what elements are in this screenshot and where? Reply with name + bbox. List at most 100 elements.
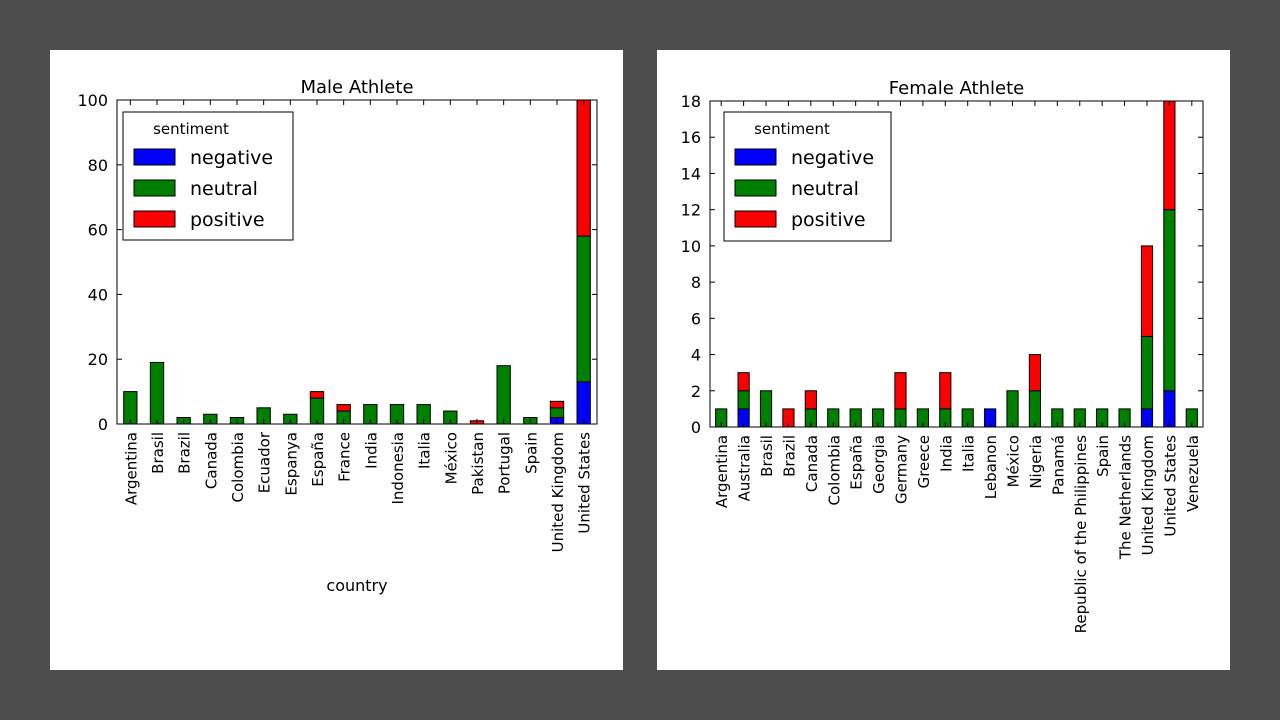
legend-label-negative: negative	[190, 147, 273, 169]
bar-canada-positive	[804, 390, 817, 410]
bar-republic-of-the-philippines-neutral	[1073, 408, 1086, 427]
bar-united-states-negative	[576, 381, 591, 424]
legend-swatch-negative	[133, 148, 176, 166]
bar-united-states-positive	[576, 100, 591, 237]
x-tick-label-mexico: México	[442, 432, 460, 484]
y-tick-label-80: 80	[88, 156, 108, 175]
bar-espana-positive	[309, 391, 325, 399]
bar-united-kingdom-neutral	[549, 407, 565, 419]
x-tick-label-italia: Italia	[960, 435, 978, 472]
y-tick-label-20: 20	[88, 350, 108, 369]
legend-swatch-negative	[734, 148, 777, 166]
male-chart-title: Male Athlete	[300, 77, 413, 98]
x-tick-label-india: India	[937, 435, 955, 472]
bar-mexico-neutral	[443, 410, 458, 424]
bar-germany-positive	[894, 372, 907, 410]
bar-venezuela-neutral	[1185, 408, 1198, 427]
x-tick-label-india: India	[362, 432, 380, 469]
bar-mexico-neutral	[1006, 390, 1019, 427]
x-tick-label-united-kingdom: United Kingdom	[1139, 435, 1157, 555]
x-tick-label-mexico: México	[1005, 435, 1023, 487]
x-tick-label-portugal: Portugal	[496, 432, 514, 494]
y-tick-label-6: 6	[691, 309, 701, 328]
x-tick-label-brazil: Brazil	[176, 432, 194, 474]
male-legend-title: sentiment	[153, 120, 229, 138]
x-tick-label-argentina: Argentina	[713, 435, 731, 508]
y-tick-label-0: 0	[98, 415, 108, 434]
y-tick-label-16: 16	[681, 128, 701, 147]
bar-brasil-neutral	[759, 390, 773, 427]
male-plot-frame	[116, 99, 598, 425]
x-tick-label-espana: España	[848, 435, 866, 490]
female-legend-title: sentiment	[754, 120, 830, 138]
y-tick-label-100: 100	[77, 91, 108, 110]
x-tick-label-republic-of-the-philippines: Republic of the Philippines	[1072, 435, 1090, 633]
x-tick-label-germany: Germany	[892, 435, 910, 504]
x-tick-label-nigeria: Nigeria	[1027, 435, 1045, 489]
y-tick-label-0: 0	[691, 418, 701, 437]
female-chart-title: Female Athlete	[889, 78, 1024, 99]
x-tick-label-france: France	[336, 432, 354, 482]
bar-united-states-positive	[1163, 101, 1176, 211]
bar-india-positive	[939, 372, 952, 410]
legend-swatch-positive	[133, 210, 176, 228]
x-tick-label-united-states: United States	[576, 432, 594, 534]
x-tick-label-spain: Spain	[522, 432, 540, 474]
bar-united-kingdom-positive	[549, 400, 565, 409]
bar-georgia-neutral	[871, 408, 885, 427]
legend-label-positive: positive	[190, 209, 265, 231]
bar-france-positive	[336, 404, 351, 412]
female-athlete-panel: Female Athlete 0 2 4 6 8 10 12 14 16 18 Argentina Au…	[657, 50, 1230, 670]
bar-the-netherlands-neutral	[1118, 408, 1131, 427]
legend-swatch-positive	[734, 210, 777, 228]
bar-spain-neutral	[1096, 408, 1109, 427]
x-tick-label-ecuador: Ecuador	[256, 431, 274, 493]
x-tick-label-united-kingdom: United Kingdom	[549, 432, 567, 552]
bar-argentina-neutral	[123, 391, 138, 424]
y-tick-label-14: 14	[681, 164, 701, 183]
female-bars	[715, 101, 1198, 427]
x-tick-label-georgia: Georgia	[870, 435, 888, 494]
y-tick-label-10: 10	[681, 237, 701, 256]
female-plot-frame	[709, 100, 1204, 428]
legend-swatch-neutral	[734, 179, 777, 197]
bar-australia-positive	[737, 372, 750, 392]
female-athlete-chart: Female Athlete 0 2 4 6 8 10 12 14 16 18 Argentina Au…	[681, 78, 1204, 633]
bar-colombia-neutral	[827, 408, 840, 427]
bar-greece-neutral	[916, 408, 929, 427]
x-tick-label-lebanon: Lebanon	[982, 435, 1000, 499]
x-tick-label-pakistan: Pakistan	[469, 432, 487, 495]
x-tick-label-colombia: Colombia	[229, 432, 247, 503]
bar-united-states-negative	[1163, 390, 1176, 427]
y-tick-label-12: 12	[681, 201, 701, 220]
male-athlete-panel: Male Athlete 0 20 40 60 80 100 Argentina Brasil B…	[50, 50, 623, 670]
bar-italia-neutral	[961, 408, 974, 427]
x-tick-label-indonesia: Indonesia	[389, 432, 407, 505]
bar-panama-neutral	[1051, 408, 1064, 427]
bar-argentina-neutral	[715, 408, 728, 427]
x-tick-label-australia: Australia	[736, 435, 754, 501]
bar-brazil-positive	[782, 408, 795, 427]
legend-label-neutral: neutral	[791, 178, 859, 200]
x-tick-label-colombia: Colombia	[825, 435, 843, 506]
x-tick-label-espanya: Espanya	[282, 432, 300, 496]
bar-united-states-neutral	[576, 235, 591, 383]
x-tick-label-italia: Italia	[416, 432, 434, 469]
x-tick-label-the-netherlands: The Netherlands	[1117, 435, 1135, 560]
x-tick-label-venezuela: Venezuela	[1184, 435, 1202, 512]
y-tick-label-60: 60	[88, 221, 108, 240]
bar-united-kingdom-positive	[1140, 245, 1154, 337]
x-tick-label-brasil: Brasil	[758, 435, 776, 477]
bar-united-states-neutral	[1163, 209, 1176, 392]
male-x-axis-label: country	[326, 576, 387, 595]
y-tick-label-18: 18	[681, 92, 701, 111]
x-tick-label-espana: España	[309, 432, 327, 487]
legend-label-neutral: neutral	[190, 178, 258, 200]
x-tick-label-greece: Greece	[915, 435, 933, 488]
x-tick-label-panama: Panamá	[1049, 435, 1067, 495]
y-tick-label-8: 8	[691, 273, 701, 292]
bar-lebanon-negative	[984, 408, 997, 427]
bar-united-kingdom-neutral	[1140, 335, 1154, 410]
x-tick-label-canada: Canada	[202, 432, 220, 489]
y-tick-label-40: 40	[88, 285, 108, 304]
